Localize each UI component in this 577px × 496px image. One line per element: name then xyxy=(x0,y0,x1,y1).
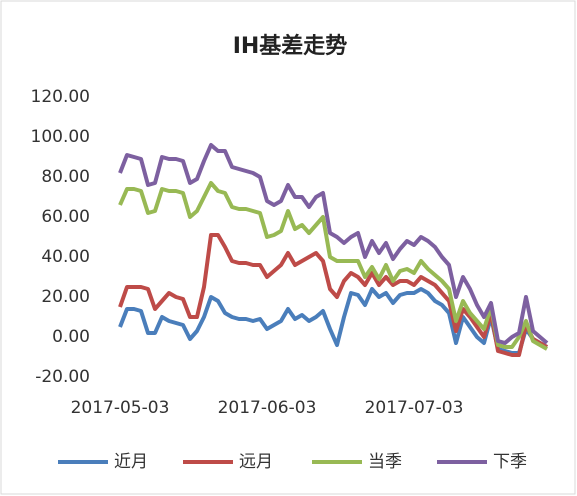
y-tick-label: 60.00 xyxy=(41,207,90,227)
y-tick-label: -20.00 xyxy=(35,367,90,387)
chart-title: IH基差走势 xyxy=(233,33,348,59)
series-line xyxy=(118,181,548,351)
y-tick-label: 20.00 xyxy=(41,287,90,307)
y-tick-label: 120.00 xyxy=(31,87,90,107)
x-tick-label: 2017-07-03 xyxy=(365,398,464,418)
x-tick-label: 2017-06-03 xyxy=(218,398,317,418)
y-tick-label: 40.00 xyxy=(41,247,90,267)
legend-label: 近月 xyxy=(114,452,148,472)
y-tick-label: 100.00 xyxy=(31,127,90,147)
legend-label: 远月 xyxy=(239,452,273,472)
series-line xyxy=(118,287,548,355)
legend-label: 下季 xyxy=(493,452,527,472)
legend-label: 当季 xyxy=(368,452,402,472)
x-tick-label: 2017-05-03 xyxy=(71,398,170,418)
series-line xyxy=(118,233,548,357)
series-line xyxy=(118,143,549,345)
y-tick-label: 0.00 xyxy=(52,327,90,347)
y-tick-label: 80.00 xyxy=(41,167,90,187)
